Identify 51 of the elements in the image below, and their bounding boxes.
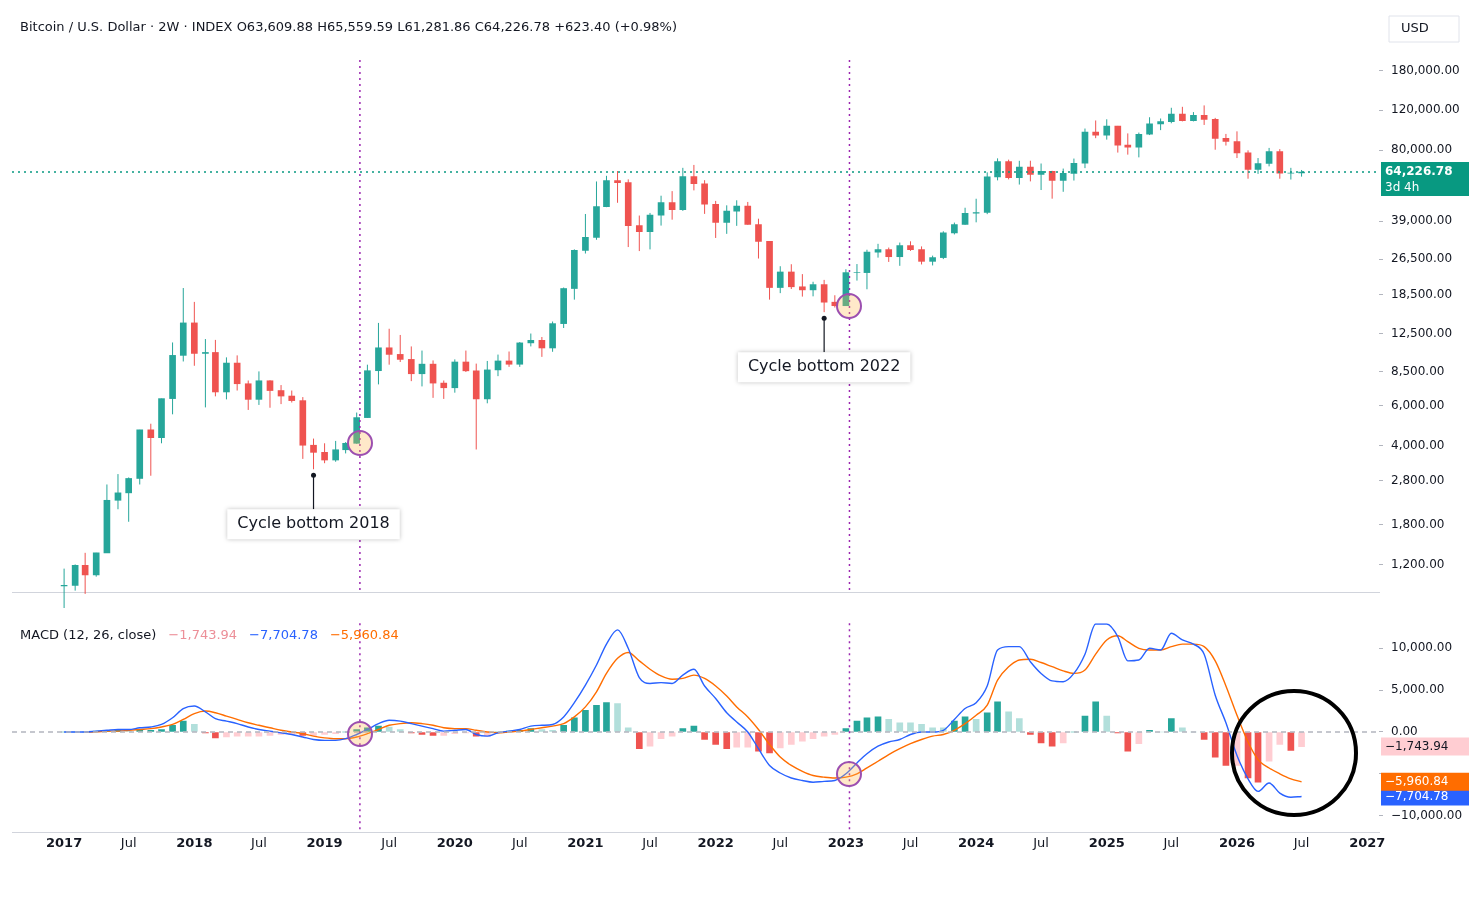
x-tick-label: Jul [119, 834, 137, 850]
y-tick-label: 10,000.00 [1391, 640, 1453, 655]
x-tick-label: 2025 [1088, 834, 1125, 850]
annotation: −7,704.78 [249, 626, 318, 642]
y-tick-label: 18,500.00 [1391, 286, 1453, 301]
y-tick-label: 4,000.00 [1391, 437, 1445, 452]
y-tick-label: 39,000.00 [1391, 213, 1453, 228]
x-tick-label: 2019 [306, 834, 343, 850]
y-tick-label: 2,800.00 [1391, 473, 1445, 488]
y-tick-label: 5,000.00 [1391, 682, 1445, 697]
y-tick-label: 180,000.00 [1391, 62, 1460, 77]
text: 3d 4h [1385, 180, 1420, 195]
chart-title: MACD (12, 26, close) [20, 626, 157, 642]
y-tick-label: 80,000.00 [1391, 142, 1453, 157]
y-tick-label: 26,500.00 [1391, 251, 1453, 266]
y-tick-label: 12,500.00 [1391, 325, 1453, 340]
x-tick-label: 2026 [1218, 834, 1256, 850]
y-tick-label: 120,000.00 [1391, 102, 1460, 117]
x-tick-label: Jul [380, 834, 398, 850]
x-tick-label: 2024 [958, 834, 995, 850]
x-tick-label: Jul [1292, 834, 1310, 850]
text: −1,743.94 [1385, 738, 1449, 753]
text: −7,704.78 [1385, 788, 1449, 803]
y-tick-label: −10,000.00 [1391, 807, 1463, 822]
x-tick-label: Jul [641, 834, 658, 850]
x-tick-label: 2027 [1349, 834, 1386, 850]
x-tick-label: 2023 [827, 834, 864, 850]
x-tick-label: Jul [771, 834, 789, 850]
x-tick-label: Jul [1162, 834, 1180, 850]
x-tick-label: 2020 [436, 834, 473, 850]
annotation: −5,960.84 [329, 626, 399, 642]
x-tick-label: Jul [1032, 834, 1049, 850]
y-tick-label: 6,000.00 [1391, 397, 1445, 412]
ref-line-label: 64,226.78 [1385, 164, 1453, 179]
y-tick-label: 1,800.00 [1391, 516, 1445, 531]
chart-title: Bitcoin / U.S. Dollar · 2W · INDEX O63,609.88 H65,559.59 L61,281.86 C64,226.78 +623.40 (+0.98%) [20, 19, 677, 35]
x-tick-label: 2018 [176, 834, 213, 850]
x-tick-label: Jul [250, 834, 267, 850]
y-tick-label: 0.00 [1391, 724, 1418, 739]
x-tick-label: Jul [510, 834, 528, 850]
annotation: Cycle bottom 2022 [747, 356, 901, 376]
annotation: Cycle bottom 2018 [237, 513, 390, 533]
x-tick-label: 2022 [697, 834, 734, 850]
x-tick-label: 2021 [567, 834, 604, 850]
y-axis-title: USD [1401, 20, 1429, 36]
text: −5,960.84 [1385, 773, 1449, 788]
y-tick-label: 1,200.00 [1391, 556, 1445, 571]
x-tick-label: Jul [901, 834, 919, 850]
annotation: −1,743.94 [168, 626, 238, 642]
y-tick-label: 8,500.00 [1391, 363, 1445, 378]
x-tick-label: 2017 [46, 834, 83, 850]
